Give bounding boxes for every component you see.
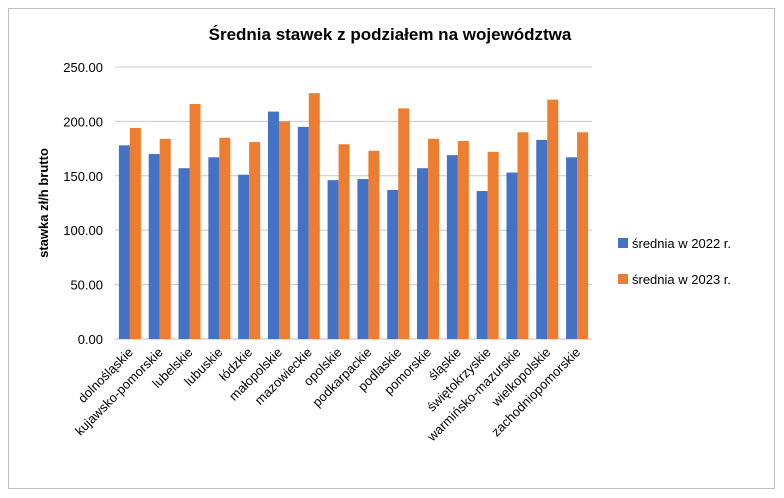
y-tick-label: 150.00	[63, 169, 103, 184]
y-tick-label: 0.00	[78, 332, 103, 347]
bar-2023	[368, 150, 380, 339]
bar-2023	[219, 137, 231, 339]
legend-swatch	[618, 274, 628, 284]
y-tick-label: 200.00	[63, 114, 103, 129]
bar-2022	[446, 155, 458, 339]
bar-2023	[398, 108, 410, 340]
bar-2023	[338, 144, 350, 339]
bar-2022	[536, 139, 548, 339]
bar-2023	[428, 138, 440, 339]
y-tick-label: 100.00	[63, 223, 103, 238]
bar-2023	[547, 99, 559, 339]
bar-2023	[487, 151, 499, 339]
bar-2022	[148, 154, 160, 339]
bar-2023	[159, 138, 171, 339]
bar-2022	[178, 168, 190, 339]
bar-2022	[357, 179, 369, 339]
y-tick-label: 250.00	[63, 60, 103, 75]
bar-2022	[476, 191, 488, 339]
bar-2023	[457, 140, 469, 339]
bar-2023	[577, 132, 589, 339]
bar-2022	[297, 126, 309, 339]
bar-2023	[278, 121, 290, 340]
y-axis-label: stawka zł/h brutto	[36, 148, 51, 258]
legend-swatch	[618, 238, 628, 248]
bar-2023	[189, 103, 201, 339]
bar-2023	[249, 142, 261, 339]
legend-label: średnia w 2022 r.	[632, 236, 731, 251]
bar-2022	[118, 145, 130, 339]
legend-label: średnia w 2023 r.	[632, 272, 731, 287]
bar-2023	[129, 127, 141, 339]
bar-2023	[517, 132, 529, 339]
bar-2022	[387, 189, 399, 339]
y-tick-label: 50.00	[70, 278, 103, 293]
chart-frame	[8, 8, 775, 489]
bar-2022	[208, 157, 220, 339]
bar-2022	[566, 157, 578, 339]
bar-2022	[267, 111, 279, 339]
chart-title: Średnia stawek z podziałem na województw…	[209, 25, 572, 44]
bar-2022	[417, 168, 429, 339]
bar-2022	[327, 180, 339, 339]
bar-2023	[308, 93, 320, 339]
bar-2022	[506, 172, 518, 339]
bar-2022	[238, 174, 250, 339]
